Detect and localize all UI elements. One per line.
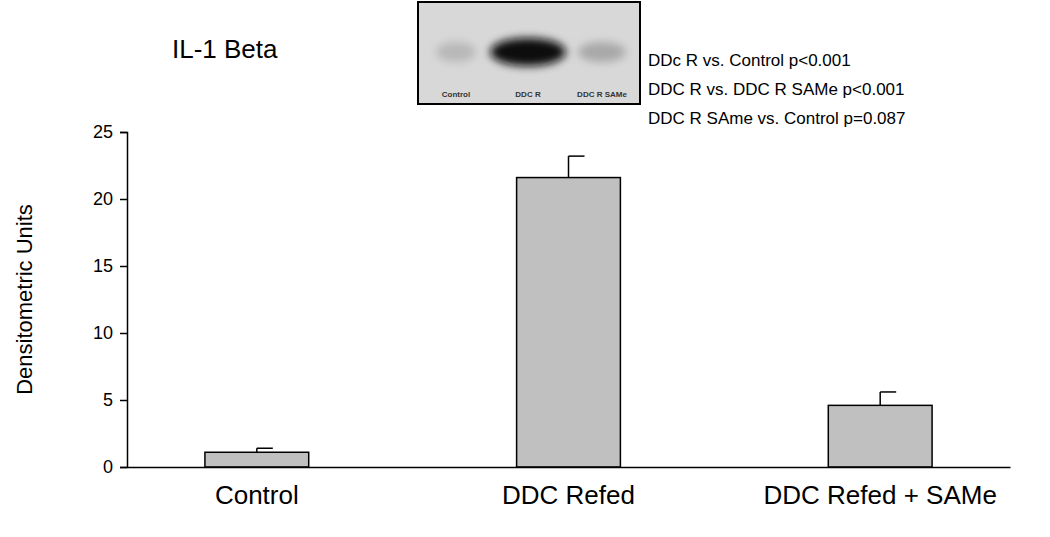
y-tick-mark: [120, 400, 127, 402]
error-whisker: [568, 156, 570, 177]
blot-label: DDC R SAMe: [577, 90, 627, 99]
y-tick-label: 25: [93, 122, 113, 142]
error-cap: [569, 155, 585, 157]
y-tick: 25: [93, 122, 127, 142]
error-bar: [880, 392, 896, 405]
annotation: DDC R SAme vs. Control p=0.087: [648, 109, 905, 128]
x-tick: DDC Refed: [502, 467, 635, 510]
error-bar: [257, 448, 273, 452]
y-tick: 10: [93, 323, 127, 343]
bar: [205, 452, 309, 467]
y-tick-mark: [120, 266, 127, 268]
x-axis-line: [128, 467, 1011, 469]
error-cap: [257, 447, 273, 449]
y-tick-mark: [120, 467, 127, 469]
x-tick-label: DDC Refed: [502, 480, 635, 510]
y-tick-label: 5: [103, 390, 113, 410]
plot-area: [205, 156, 932, 467]
blot-frame: [418, 2, 640, 104]
y-axis-title: Densitometric Units: [12, 204, 37, 395]
error-cap: [880, 391, 896, 393]
y-axis: 0 5 10 15 20 25: [93, 122, 128, 477]
error-bar: [569, 156, 585, 177]
y-tick-mark: [120, 199, 127, 201]
y-tick: 0: [103, 457, 127, 477]
y-tick-label: 10: [93, 323, 113, 343]
y-tick-mark: [120, 333, 127, 335]
error-whisker: [879, 392, 881, 405]
x-tick-label: Control: [215, 480, 299, 510]
blot-band: [578, 42, 626, 62]
blot-band: [436, 42, 476, 62]
y-tick: 20: [93, 189, 127, 209]
y-tick: 15: [93, 256, 127, 276]
x-tick: Control: [215, 467, 299, 510]
y-tick-label: 20: [93, 189, 113, 209]
annotation: DDC R vs. DDC R SAMe p<0.001: [648, 80, 905, 99]
x-axis: Control DDC Refed DDC Refed + SAMe: [128, 467, 1011, 510]
annotation: DDc R vs. Control p<0.001: [648, 51, 851, 70]
blot-label: Control: [442, 90, 470, 99]
y-tick-mark: [120, 132, 127, 134]
blot-image: Control DDC R DDC R SAMe: [418, 2, 640, 104]
blot-band: [490, 38, 566, 66]
chart: IL-1 Beta Control DDC R DDC R SAMe DDc R vs.…: [0, 0, 1050, 537]
bar: [828, 405, 932, 467]
x-tick-label: DDC Refed + SAMe: [763, 480, 996, 510]
blot-label: DDC R: [515, 90, 541, 99]
bar: [517, 178, 621, 467]
title: IL-1 Beta: [172, 34, 278, 64]
y-tick: 5: [103, 390, 127, 410]
y-tick-label: 15: [93, 256, 113, 276]
x-tick: DDC Refed + SAMe: [763, 467, 996, 510]
y-axis-line: [120, 133, 128, 468]
y-tick-label: 0: [103, 457, 113, 477]
